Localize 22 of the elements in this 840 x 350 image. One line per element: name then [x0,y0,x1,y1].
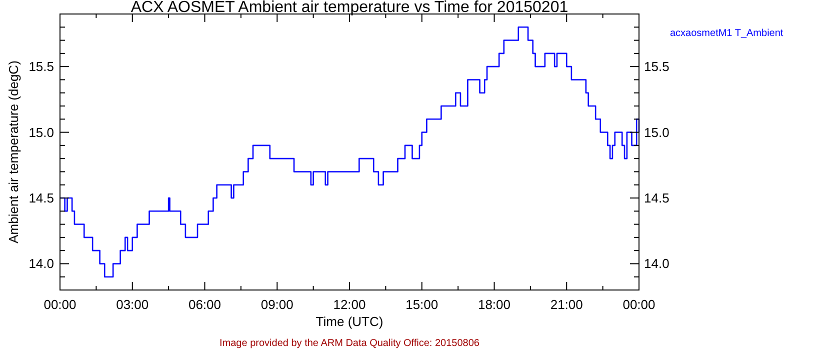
y2-tick-label: 15.5 [644,59,670,74]
x-tick-label: 21:00 [550,297,583,312]
y2-tick-label: 14.5 [644,190,670,206]
y-tick-label: 15.0 [28,124,54,140]
chart-title: ACX AOSMET Ambient air temperature vs Time for 20150201 [130,0,568,16]
x-tick-label: 15:00 [406,297,438,312]
x-tick-label: 12:00 [333,297,366,312]
text: Image provided by the ARM Data Quality Office: 20150806 [220,338,480,349]
y-tick-label: 14.5 [28,190,54,206]
x-tick-label: 03:00 [116,297,149,312]
x-tick-label: 00:00 [622,297,656,312]
y-tick-label: 14.0 [28,256,54,272]
x-tick-label: 06:00 [188,297,222,312]
text: acxaosmetM1 T_Ambient [670,28,784,39]
x-tick-label: 00:00 [44,297,76,312]
y-axis-title: Ambient air temperature (degC) [6,60,21,244]
y2-tick-label: 14.0 [644,256,670,272]
x-tick-label: 18:00 [478,297,511,312]
y2-tick-label: 15.0 [644,124,670,140]
y-tick-label: 15.5 [28,59,54,74]
x-tick-label: 09:00 [260,297,294,312]
x-axis-title: Time (UTC) [316,314,384,329]
